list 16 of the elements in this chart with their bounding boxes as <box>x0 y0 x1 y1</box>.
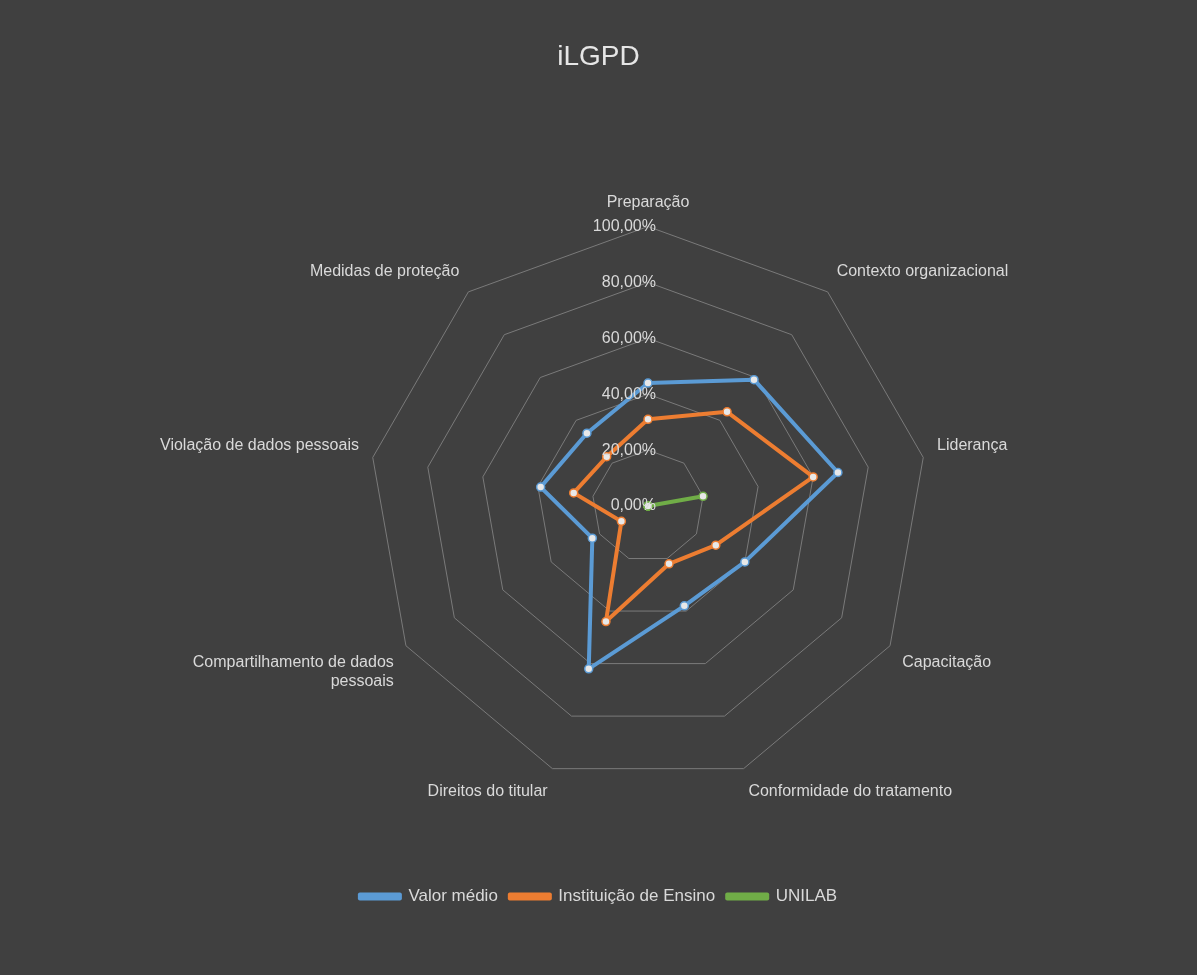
spoke-label: Liderança <box>937 435 1008 453</box>
spoke-label: Preparação <box>606 193 690 211</box>
y-tick-label: 60,00% <box>601 328 656 346</box>
spoke-label: Medidas de proteção <box>309 261 460 279</box>
spoke-label: Violação de dados pessoais <box>159 435 359 453</box>
legend-label: Instituição de Ensino <box>558 886 716 906</box>
legend-label: Valor médio <box>408 886 498 906</box>
spoke-label: Contexto organizacional <box>836 261 1009 279</box>
chart-title: iLGPD <box>557 39 640 71</box>
y-tick-label: 100,00% <box>592 216 656 234</box>
spoke-label: Direitos do titular <box>427 781 549 799</box>
spoke-label: Capacitação <box>902 652 992 670</box>
y-tick-label: 80,00% <box>601 272 656 290</box>
spoke-label: Compartilhamento de dados pessoais <box>192 652 394 689</box>
spoke-label: Conformidade do tratamento <box>748 781 953 799</box>
legend-label: UNILAB <box>775 886 838 906</box>
